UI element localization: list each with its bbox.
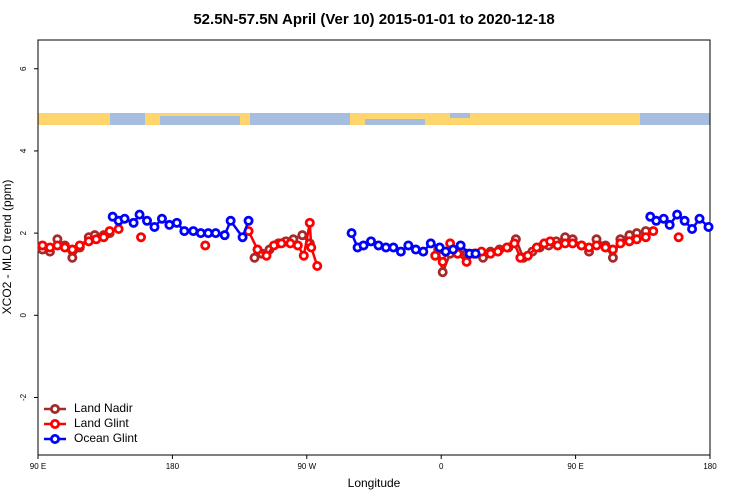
point [261,250,272,261]
point [210,228,221,239]
point [687,224,698,235]
point [425,238,436,249]
x-tick-label: 180 [703,462,717,471]
point [134,209,145,220]
point [455,240,466,251]
point [703,221,714,232]
point [98,232,109,243]
point [104,226,115,237]
point [461,256,472,267]
point [615,238,626,249]
point [492,246,503,257]
chart-title: 52.5N-57.5N April (Ver 10) 2015-01-01 to… [193,11,554,28]
legend-marker [50,418,61,429]
point [297,230,308,241]
point [648,226,659,237]
point [225,215,236,226]
point [679,215,690,226]
point [142,215,153,226]
y-tick-label: -2 [19,393,28,401]
point [403,240,414,251]
point [366,236,377,247]
point [607,252,618,263]
point [658,213,669,224]
point [448,244,459,255]
point [694,213,705,224]
point [522,250,533,261]
x-tick-label: 0 [439,462,444,471]
point [149,221,160,232]
point [276,238,287,249]
point [219,230,230,241]
point [252,244,263,255]
point [113,224,124,235]
point [640,232,651,243]
point [171,217,182,228]
x-tick-label: 90 W [297,462,316,471]
y-tick-label: 4 [19,148,28,153]
legend-label: Ocean Glint [74,431,138,445]
point [501,242,512,253]
point [128,217,139,228]
point [67,244,78,255]
point [243,215,254,226]
y-axis-label: XCO2 - MLO trend (ppm) [0,180,14,315]
x-tick-label: 180 [166,462,180,471]
point [591,240,602,251]
point [509,238,520,249]
point [74,240,85,251]
x-axis-label: Longitude [348,476,401,490]
point [237,232,248,243]
point [395,246,406,257]
point [136,232,147,243]
point [306,242,317,253]
y-tick-label: 2 [19,230,28,235]
point [437,256,448,267]
point [388,242,399,253]
point [437,267,448,278]
point [664,219,675,230]
x-tick-label: 90 E [30,462,46,471]
legend-marker [50,403,61,414]
point [156,213,167,224]
point [567,238,578,249]
point [531,242,542,253]
point [545,236,556,247]
point [292,240,303,251]
point [358,240,369,251]
map-strip [38,113,710,125]
point [312,260,323,271]
point [200,240,211,251]
legend-label: Land Nadir [74,401,133,415]
point [631,234,642,245]
point [179,226,190,237]
point [119,213,130,224]
point [607,244,618,255]
point [430,250,441,261]
legend-label: Land Glint [74,416,129,430]
point [470,248,481,259]
point [249,252,260,263]
point [672,209,683,220]
y-tick-label: 0 [19,313,28,318]
x-tick-label: 90 E [567,462,583,471]
point [418,246,429,257]
point [673,232,684,243]
point [304,217,315,228]
legend-marker [50,433,61,444]
y-tick-label: 6 [19,66,28,71]
point [346,228,357,239]
point [298,250,309,261]
point [67,252,78,263]
